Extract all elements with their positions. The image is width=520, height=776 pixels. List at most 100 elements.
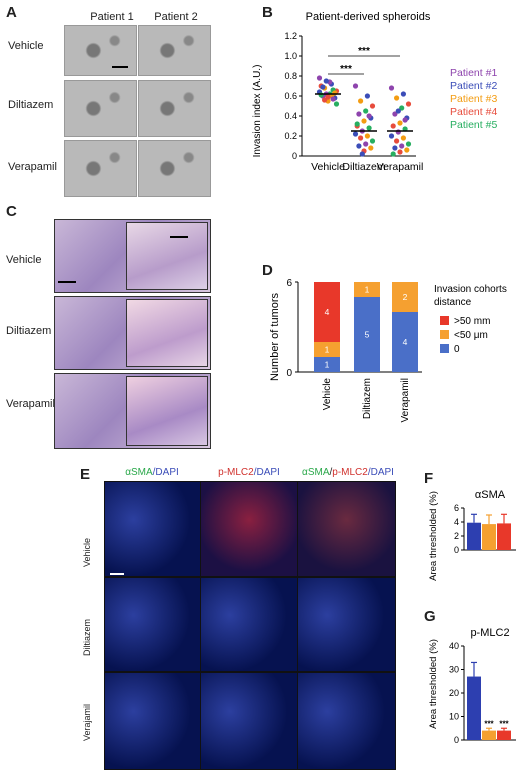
panel-e-header-1-seg-0: p-MLC2	[218, 467, 254, 478]
panel-e-col-header-2: p-MLC2/DAPI	[200, 467, 298, 478]
panel-a-col-header-1: Patient 1	[90, 11, 134, 23]
panel-b-point	[325, 94, 331, 100]
panel-d-bar-value-label: 1	[325, 360, 330, 370]
panel-b-point	[404, 147, 410, 153]
panel-d-legend-swatch	[440, 316, 449, 325]
panel-f-title: αSMA	[475, 489, 506, 501]
panel-d-bar-segment	[392, 282, 418, 312]
panel-b-point	[356, 111, 362, 117]
panel-b-point	[322, 97, 328, 103]
fluorescence-e-vehicle-merge	[297, 481, 396, 577]
panel-e-col-header-3: αSMA/p-MLC2/DAPI	[292, 467, 404, 478]
panel-letter-e: E	[80, 466, 91, 483]
panel-d-bar-segment	[314, 342, 340, 357]
panel-b-point	[368, 145, 374, 151]
scale-bar-a	[112, 66, 128, 68]
panel-d-bar-value-label: 5	[365, 330, 370, 340]
scale-bar-c	[58, 281, 76, 283]
panel-b-point	[399, 105, 405, 111]
panel-letter-b: B	[262, 4, 273, 21]
panel-b-point	[397, 149, 403, 155]
panel-d-x-tick-label: Vehicle	[322, 378, 333, 411]
panel-b-point	[363, 108, 369, 114]
panel-d-bar-value-label: 2	[403, 292, 408, 302]
panel-b-point	[359, 151, 365, 157]
panel-b-y-tick-label: 1.0	[284, 51, 297, 61]
panel-c-row-label-2: Diltiazem	[6, 325, 52, 337]
panel-b-legend-entry: Patient #1	[450, 67, 497, 79]
panel-b-point	[388, 85, 395, 91]
panel-d-legend-label: >50 mm	[454, 316, 490, 327]
scale-bar-c-inset	[170, 236, 188, 238]
panel-g-chart: p-MLC2 Area thresholded (%) 0 10 20 30 40 ***…	[428, 627, 516, 745]
panel-d-chart: Number of tumors 0 6 1 1 4 Vehicle 5 1 Diltiaze…	[269, 278, 507, 422]
panel-b-point	[395, 129, 401, 135]
panel-b-y-tick-label: 1.2	[284, 31, 297, 41]
scale-bar-e	[110, 573, 124, 575]
micrograph-a-vehicle-p1	[64, 25, 137, 76]
panel-b-point	[390, 123, 396, 129]
panel-b-point	[390, 151, 396, 157]
g-plot-sig-label: ***	[484, 719, 494, 728]
panel-b-legend-entry: Patient #3	[450, 93, 497, 105]
panel-letter-d: D	[262, 262, 273, 279]
panel-e-header-2-seg-1: /	[329, 467, 333, 478]
fluorescence-e-verapamil-merge	[297, 672, 396, 770]
panel-b-point	[400, 91, 406, 97]
panel-b-point	[352, 131, 359, 137]
g-plot-bar	[467, 676, 481, 740]
panel-d-bar-segment	[314, 357, 340, 372]
panel-d-legend-label: <50 μm	[454, 330, 488, 341]
panel-b-y-tick-label: 0.6	[284, 91, 297, 101]
panel-e-header-2-seg-3: /DAPI	[367, 467, 394, 478]
panel-b-point	[333, 101, 340, 107]
panel-f-chart: αSMA Area thresholded (%) 0 2 4 6	[428, 489, 516, 581]
f-plot-y-tick-label: 4	[454, 517, 459, 527]
panel-e-header-0-seg-0: αSMA	[125, 467, 153, 478]
panel-b-point	[364, 133, 370, 139]
histology-c-vehicle-inset	[126, 222, 208, 290]
panel-d-y-tick-label: 6	[286, 278, 292, 289]
panel-d-bar-segment	[354, 297, 380, 372]
panel-b-ylabel: Invasion index (A.U.)	[252, 65, 263, 158]
panel-b-point	[330, 96, 336, 102]
panel-f-ylabel: Area thresholded (%)	[428, 491, 439, 581]
panel-b-point	[394, 95, 400, 101]
panel-b-legend-entry: Patient #4	[450, 106, 497, 118]
panel-b-title: Patient-derived spheroids	[306, 11, 431, 23]
panel-b-point	[364, 93, 370, 99]
panel-e-header-2-seg-0: αSMA	[302, 467, 330, 478]
f-plot-y-tick-label: 6	[454, 503, 459, 513]
panel-b-x-tick-label: Vehicle	[311, 161, 345, 173]
panel-d-legend-swatch	[440, 344, 449, 353]
panel-b-point	[394, 138, 400, 144]
panel-b-point	[395, 108, 401, 114]
panel-d-bar-value-label: 4	[325, 307, 330, 317]
panel-b-point	[392, 145, 398, 151]
panel-d-bar-segment	[314, 282, 340, 342]
micrograph-a-verapamil-p1	[64, 140, 137, 197]
g-plot-y-tick-label: 10	[449, 712, 459, 722]
panel-b-point	[363, 141, 369, 147]
panel-d-bar-segment	[392, 312, 418, 372]
panel-e-header-0-seg-1: /DAPI	[152, 467, 179, 478]
panel-b-point	[320, 84, 326, 90]
g-plot-bar	[482, 730, 496, 740]
panel-b-y-tick-label: 0.8	[284, 71, 297, 81]
panel-d-y-tick-label: 0	[286, 368, 292, 379]
panel-b-sig-label-1: ***	[340, 64, 352, 75]
panel-e-row-label-2: Diltiazem	[82, 618, 92, 656]
panel-d-legend-title-2: distance	[434, 297, 472, 308]
panel-d-bar-value-label: 4	[403, 337, 408, 347]
fluorescence-e-diltiazem-merge	[297, 577, 396, 672]
fluorescence-e-vehicle-pmlc2	[200, 481, 298, 577]
panel-b-point	[358, 98, 364, 104]
panel-c-row-label-1: Vehicle	[6, 254, 42, 266]
panel-e-header-2-seg-2: p-MLC2	[332, 467, 368, 478]
panel-g-title: p-MLC2	[470, 627, 509, 639]
panel-b-chart: Patient-derived spheroids Invasion index…	[252, 11, 497, 173]
fluorescence-e-diltiazem-pmlc2	[200, 577, 298, 672]
panel-b-point	[369, 138, 376, 144]
g-plot-y-tick-label: 40	[449, 641, 459, 651]
panel-e-row-label-1: Vehicle	[82, 537, 92, 567]
